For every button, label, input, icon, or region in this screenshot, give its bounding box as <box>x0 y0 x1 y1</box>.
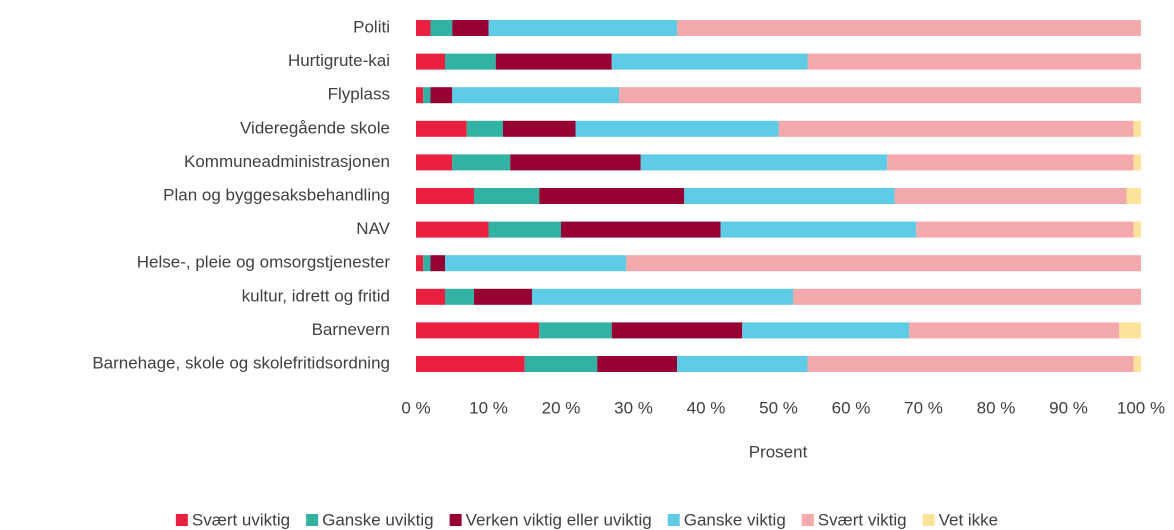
bar-segment <box>894 188 1127 204</box>
bar-segment <box>416 255 424 272</box>
bar-segment <box>423 87 431 104</box>
bar-segment <box>416 20 431 36</box>
bar-segment <box>430 87 453 104</box>
bar-segment <box>510 154 641 171</box>
bar-segment <box>909 322 1120 339</box>
y-tick-label: NAV <box>356 219 390 238</box>
bar-segment <box>677 356 808 372</box>
bar-segment <box>445 255 627 272</box>
bar-segment <box>445 288 474 305</box>
legend-label: Ganske uviktig <box>322 510 434 529</box>
bar-segment <box>619 87 1141 104</box>
bar-segment <box>416 154 453 171</box>
y-tick-label: Hurtigrute-kai <box>288 51 390 70</box>
bar-segment <box>416 322 540 339</box>
x-tick-label: 90 % <box>1049 398 1088 417</box>
legend-swatch <box>922 514 935 526</box>
bar-segment <box>452 20 489 36</box>
y-tick-label: Barnehage, skole og skolefritidsordning <box>92 353 390 372</box>
x-tick-label: 100 % <box>1117 398 1165 417</box>
bar-segment <box>793 288 1141 305</box>
bar-segment <box>466 120 503 137</box>
bar-segment <box>445 53 496 70</box>
bar-segment <box>720 221 917 238</box>
bar-segment <box>416 53 445 70</box>
y-tick-label: kultur, idrett og fritid <box>242 286 390 305</box>
bar-segment <box>416 87 424 104</box>
bar-segment <box>1126 188 1141 204</box>
x-tick-label: 0 % <box>401 398 430 417</box>
bar-segment <box>495 53 612 70</box>
bar-segment <box>430 255 445 272</box>
bar-segment <box>597 356 677 372</box>
bar-segment <box>539 188 685 204</box>
bar-segment <box>474 188 540 204</box>
bar-segment <box>807 356 1134 372</box>
bar-segment <box>488 221 561 238</box>
x-tick-label: 60 % <box>832 398 871 417</box>
bar-segment <box>416 221 489 238</box>
bar-segment <box>452 154 511 171</box>
x-axis-label: Prosent <box>749 442 808 461</box>
bar-segment <box>423 255 431 272</box>
bar-segment <box>611 322 743 339</box>
x-tick-label: 20 % <box>542 398 581 417</box>
bar-segment <box>640 154 888 171</box>
bar-segment <box>611 53 808 70</box>
x-tick-label: 10 % <box>469 398 508 417</box>
bar-segment <box>916 221 1134 238</box>
legend-label: Svært viktig <box>818 510 907 529</box>
bar-segment <box>488 20 677 36</box>
legend-label: Ganske viktig <box>684 510 786 529</box>
bar-segment <box>452 87 619 104</box>
y-tick-label: Flyplass <box>328 85 390 104</box>
legend-label: Verken viktig eller uviktig <box>466 510 652 529</box>
x-tick-label: 70 % <box>904 398 943 417</box>
bar-segment <box>1133 221 1141 238</box>
bar-segment <box>677 20 1141 36</box>
bar-segment <box>626 255 1141 272</box>
bar-segment <box>430 20 453 36</box>
x-tick-label: 50 % <box>759 398 798 417</box>
bar-segment <box>503 120 576 137</box>
bar-segment <box>684 188 895 204</box>
y-tick-label: Kommuneadministrasjonen <box>184 152 390 171</box>
bar-segment <box>416 288 445 305</box>
y-tick-label: Politi <box>353 17 390 36</box>
bar-segment <box>524 356 598 372</box>
bar-segment <box>1133 356 1141 372</box>
legend-swatch <box>306 514 319 526</box>
bar-segment <box>742 322 909 339</box>
bar-segment <box>1133 154 1141 171</box>
y-tick-label: Videregående skole <box>240 118 390 137</box>
bar-segment <box>887 154 1134 171</box>
legend-label: Vet ikke <box>939 510 999 529</box>
bar-segment <box>575 120 779 137</box>
bar-segment <box>532 288 793 305</box>
bar-segment <box>561 221 721 238</box>
legend-swatch <box>449 514 462 526</box>
bar-segment <box>474 288 532 305</box>
legend-swatch <box>667 514 680 526</box>
bar-segment <box>778 120 1134 137</box>
bar-segment <box>807 53 1141 70</box>
bar-segment <box>416 356 525 372</box>
y-tick-label: Barnevern <box>312 320 390 339</box>
legend-swatch <box>801 514 814 526</box>
bar-segment <box>416 188 474 204</box>
bar-segment <box>416 120 467 137</box>
y-tick-label: Helse-, pleie og omsorgstjenester <box>137 253 391 272</box>
legend-label: Svært uviktig <box>192 510 290 529</box>
bar-segment <box>1119 322 1141 339</box>
y-tick-label: Plan og byggesaksbehandling <box>163 185 390 204</box>
x-tick-label: 80 % <box>977 398 1016 417</box>
x-tick-label: 30 % <box>614 398 653 417</box>
bar-segment <box>1133 120 1141 137</box>
x-tick-label: 40 % <box>687 398 726 417</box>
bar-segment <box>539 322 612 339</box>
legend-swatch <box>175 514 188 526</box>
